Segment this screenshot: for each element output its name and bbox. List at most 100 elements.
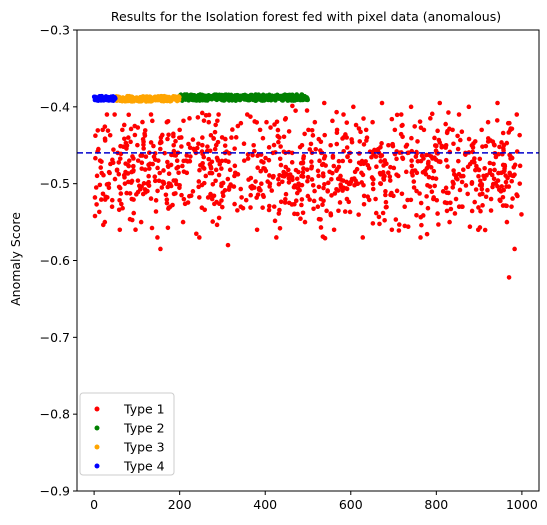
scatter-point	[334, 141, 340, 147]
scatter-point	[276, 139, 281, 145]
scatter-point	[400, 134, 405, 140]
scatter-point	[398, 112, 404, 117]
scatter-point	[477, 156, 483, 162]
scatter-point	[201, 118, 207, 123]
scatter-point	[227, 151, 232, 156]
scatter-point	[128, 180, 134, 185]
scatter-point	[170, 202, 175, 208]
scatter-point	[140, 119, 145, 125]
y-axis-ticks: −0.9 −0.8 −0.7 −0.6 −0.5 −0.4 −0.3	[40, 23, 77, 499]
scatter-point	[316, 216, 322, 222]
scatter-point	[205, 195, 211, 200]
scatter-point	[331, 227, 337, 233]
scatter-point	[219, 166, 224, 171]
scatter-point	[361, 160, 367, 166]
scatter-point	[456, 158, 461, 164]
scatter-point	[482, 227, 488, 233]
scatter-point	[483, 194, 489, 200]
scatter-point	[485, 187, 490, 193]
scatter-point	[282, 117, 288, 122]
scatter-point	[235, 123, 241, 129]
scatter-point	[191, 146, 196, 152]
scatter-point	[312, 188, 317, 194]
scatter-point	[347, 158, 353, 164]
scatter-point	[331, 163, 337, 169]
scatter-point	[205, 144, 210, 149]
scatter-point	[322, 132, 327, 138]
scatter-point	[150, 118, 155, 124]
scatter-point	[203, 113, 209, 118]
scatter-point	[254, 120, 260, 125]
scatter-point	[141, 181, 147, 186]
scatter-point	[267, 184, 272, 189]
scatter-point	[278, 162, 284, 168]
scatter-point	[225, 176, 231, 182]
scatter-point	[402, 204, 407, 210]
scatter-point	[394, 188, 400, 194]
scatter-point	[465, 191, 470, 197]
scatter-point	[251, 142, 256, 148]
scatter-point	[450, 185, 456, 190]
scatter-point	[98, 165, 104, 170]
scatter-point	[380, 170, 386, 175]
scatter-point	[199, 110, 205, 116]
scatter-point	[162, 150, 167, 156]
scatter-point	[435, 211, 440, 216]
scatter-point	[405, 197, 410, 203]
scatter-point	[497, 144, 502, 150]
scatter-point	[307, 197, 312, 202]
scatter-point	[329, 193, 334, 198]
scatter-point	[275, 127, 281, 133]
legend-box	[79, 392, 175, 476]
scatter-point	[414, 188, 419, 194]
scatter-point	[504, 219, 510, 225]
scatter-point	[327, 169, 332, 175]
legend-label: Type 3	[123, 440, 165, 455]
scatter-point	[187, 158, 193, 164]
scatter-point	[118, 191, 124, 196]
scatter-point	[227, 184, 232, 190]
scatter-point	[274, 235, 279, 240]
scatter-point	[194, 231, 199, 237]
scatter-point	[248, 205, 253, 210]
scatter-point	[329, 176, 334, 182]
scatter-point	[284, 172, 290, 177]
scatter-point	[155, 188, 160, 194]
scatter-point	[378, 181, 384, 187]
scatter-point	[248, 114, 253, 119]
scatter-point	[92, 195, 98, 200]
scatter-point	[122, 181, 128, 186]
scatter-point	[457, 187, 463, 193]
scatter-point	[210, 182, 216, 187]
x-tick-label: 1000	[506, 497, 538, 512]
y-tick-label: −0.5	[40, 176, 70, 191]
scatter-point	[377, 221, 382, 227]
scatter-point	[190, 137, 196, 142]
scatter-point	[181, 118, 186, 124]
scatter-point	[283, 164, 289, 170]
scatter-point	[311, 198, 317, 204]
scatter-point	[336, 164, 342, 170]
scatter-point	[125, 162, 131, 168]
scatter-point	[400, 156, 406, 162]
scatter-point	[321, 198, 326, 204]
scatter-point	[289, 160, 295, 165]
scatter-point	[306, 127, 311, 133]
scatter-point	[484, 173, 489, 178]
scatter-point	[255, 192, 261, 197]
scatter-point	[265, 179, 270, 184]
scatter-point	[499, 140, 504, 145]
scatter-point	[300, 160, 306, 165]
scatter-point	[379, 100, 385, 106]
scatter-point	[375, 146, 381, 152]
scatter-point	[309, 127, 315, 133]
scatter-point	[493, 154, 499, 160]
scatter-point	[164, 200, 170, 206]
scatter-point	[109, 204, 115, 210]
scatter-point	[343, 132, 348, 137]
scatter-point	[388, 192, 393, 198]
scatter-point	[146, 173, 151, 179]
scatter-point	[147, 166, 152, 171]
y-tick-label: −0.7	[40, 330, 70, 345]
scatter-point	[347, 209, 353, 215]
